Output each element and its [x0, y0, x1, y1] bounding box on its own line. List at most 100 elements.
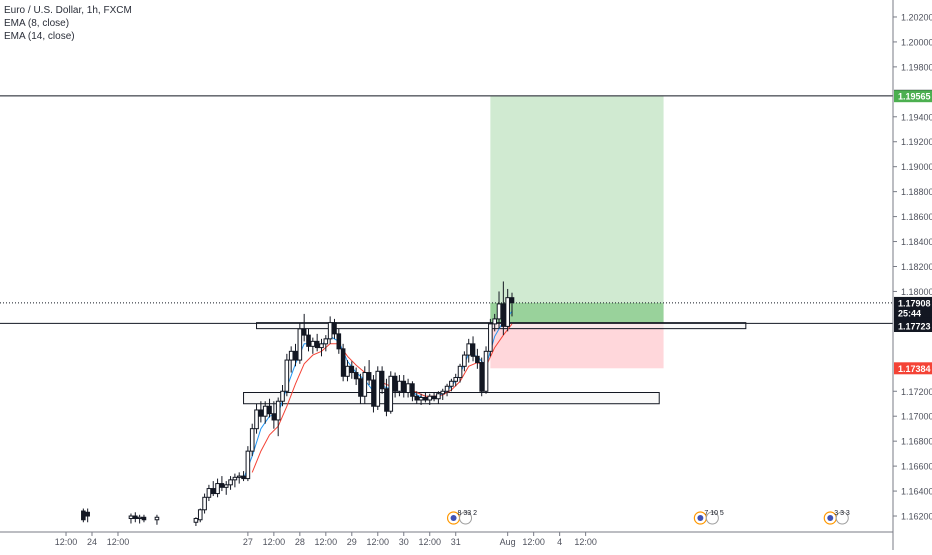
candle	[488, 318, 493, 357]
candle-body	[223, 484, 229, 488]
ema8-legend: EMA (8, close)	[4, 18, 70, 29]
candle	[193, 517, 199, 526]
candle	[202, 493, 207, 514]
candle	[327, 316, 333, 344]
candle	[453, 373, 459, 387]
candle	[401, 375, 407, 398]
candle-body	[449, 380, 454, 387]
candle	[436, 391, 441, 404]
candle	[197, 508, 203, 523]
candle-body	[418, 396, 424, 401]
candle	[345, 360, 350, 382]
loss-zone[interactable]	[490, 323, 664, 369]
price-label-text: 25:44	[898, 309, 921, 319]
candle	[301, 313, 307, 342]
symbol-title: Euro / U.S. Dollar, 1h, FXCM	[4, 5, 132, 16]
candle-body	[375, 370, 381, 407]
candle	[275, 397, 281, 437]
price-label-3: 25:44	[894, 307, 932, 320]
candle-body	[284, 359, 290, 392]
event-flag-dot	[697, 515, 704, 521]
price-tick-label: 1.20200	[901, 12, 932, 22]
price-tick-label: 1.17000	[901, 412, 932, 422]
candle	[444, 383, 450, 397]
candle	[254, 403, 259, 434]
candle	[405, 378, 411, 398]
candle-body	[306, 334, 311, 347]
candle	[509, 292, 515, 317]
time-tick-label: 29	[347, 537, 357, 547]
time-tick-label: 12:00	[315, 537, 338, 547]
event-count-label: 7 10 5	[704, 510, 724, 517]
candle	[431, 392, 437, 402]
time-tick-label: 12:00	[367, 537, 390, 547]
candle	[284, 353, 290, 397]
candle-body	[215, 483, 220, 495]
candle-body	[254, 409, 259, 430]
profit-zone[interactable]	[490, 96, 664, 324]
candle-body	[258, 409, 264, 417]
candle	[362, 366, 368, 404]
candle-body	[202, 496, 207, 511]
candle-body	[488, 323, 493, 352]
price-tick-label: 1.19400	[901, 112, 932, 122]
time-tick-label: Aug	[500, 537, 516, 547]
zone-rectangle-1[interactable]	[243, 392, 660, 405]
candle-body	[314, 340, 320, 349]
candle-body	[410, 383, 415, 397]
candle	[462, 351, 467, 372]
event-marker-1[interactable]: 7 10 5	[693, 510, 724, 525]
candle-body	[323, 338, 329, 345]
candle-body	[457, 365, 463, 379]
price-tick-label: 1.19000	[901, 162, 932, 172]
candle	[314, 333, 320, 352]
candle-body	[228, 479, 233, 486]
price-tick-label: 1.18000	[901, 287, 932, 297]
candle-body	[384, 388, 389, 412]
time-tick-label: 12:00	[418, 537, 441, 547]
candle-body	[275, 400, 281, 421]
candle	[206, 484, 212, 502]
candle-body	[466, 343, 472, 356]
price-tick-label: 1.16400	[901, 487, 932, 497]
time-tick-label: 31	[451, 537, 461, 547]
candle	[137, 514, 142, 524]
us-flag-icon	[705, 511, 719, 525]
event-marker-2[interactable]: 3 3 3	[823, 510, 850, 525]
price-label-text: 1.17384	[898, 364, 931, 374]
candle	[267, 398, 272, 418]
price-tick-label: 1.18400	[901, 237, 932, 247]
candle	[310, 337, 316, 354]
candle	[332, 318, 337, 339]
price-label-text: 1.17908	[898, 298, 931, 308]
candle	[483, 346, 489, 394]
candle-body	[505, 297, 510, 327]
candle	[349, 361, 355, 379]
event-flag-dot	[827, 515, 834, 521]
candle-body	[236, 475, 242, 478]
price-label-5: 1.17723	[894, 320, 932, 333]
event-marker-0[interactable]: 8 33 2	[446, 510, 478, 525]
candle-body	[301, 328, 307, 336]
candle-body	[297, 328, 303, 361]
candle-body	[353, 372, 359, 380]
time-tick-label: 12:00	[522, 537, 545, 547]
chart-legend: Euro / U.S. Dollar, 1h, FXCM EMA (8, clo…	[4, 4, 132, 43]
candle	[353, 367, 359, 386]
candle	[366, 360, 372, 386]
candle-body	[483, 350, 489, 392]
candle-body	[293, 350, 298, 361]
price-tick-label: 1.16200	[901, 512, 932, 522]
candle	[466, 338, 472, 363]
candle	[85, 508, 90, 523]
candle	[410, 381, 415, 402]
candle-body	[470, 343, 476, 357]
candle-body	[345, 365, 350, 377]
candle-body	[137, 516, 142, 520]
candle	[210, 481, 216, 497]
time-tick-label: 30	[399, 537, 409, 547]
candle-body	[336, 333, 342, 350]
candle-body	[388, 375, 394, 412]
